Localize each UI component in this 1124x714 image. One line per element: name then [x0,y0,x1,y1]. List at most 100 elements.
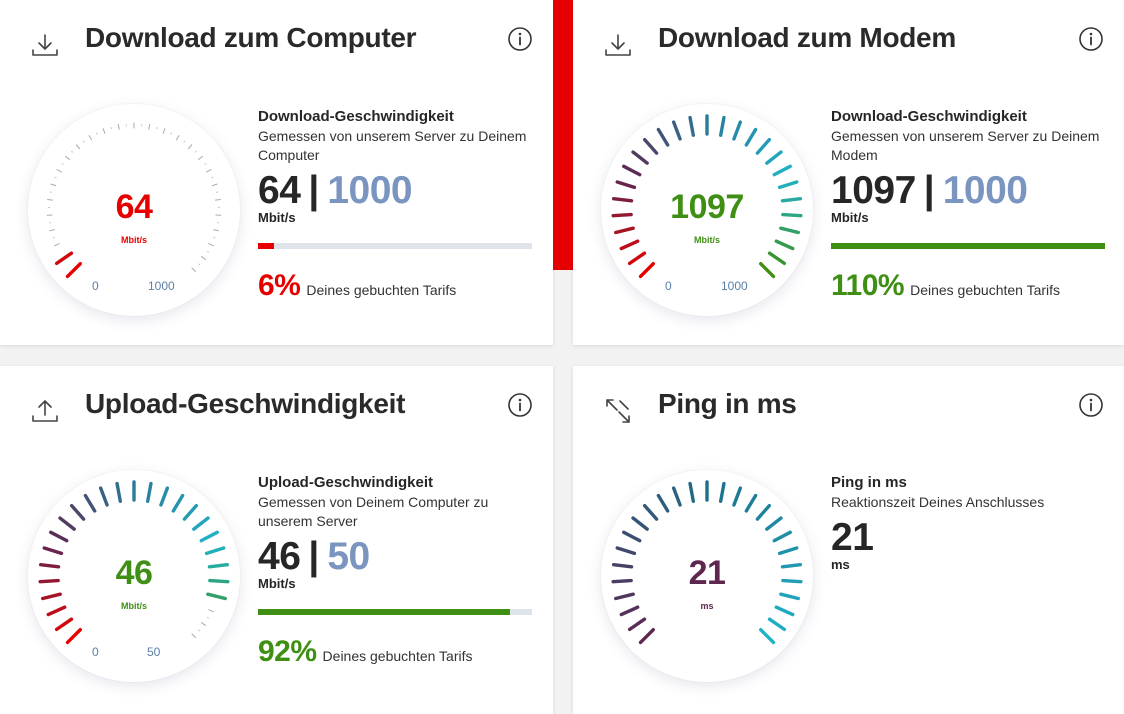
card-title: Upload-Geschwindigkeit [85,388,406,419]
gauge-tick [49,229,55,232]
gauge-tick-active [69,503,86,521]
gauge-tick [148,123,151,130]
download-modem-card: Download zum Modem 1097 Mbit/s 0 1000 Do… [573,0,1124,345]
gauge-tick [88,135,93,141]
gauge-tick-active [615,546,637,556]
info-title: Ping in ms [831,474,907,491]
gauge-tick-active [83,493,97,513]
gauge-tick-active [615,180,637,190]
gauge-tick-active [38,578,60,584]
info-icon[interactable] [507,26,533,52]
gauge-tick [54,243,60,247]
gauge-tick [198,155,203,160]
gauge-min-label: 0 [665,279,672,293]
ping-gauge: 21 ms [601,470,813,682]
tariff-percentage-row: 92% Deines gebuchten Tarifs [258,635,538,669]
info-title: Download-Geschwindigkeit [258,108,454,125]
gauge-tick-active [767,251,787,266]
tariff-percentage-label: Deines gebuchten Tarifs [306,282,457,298]
gauge-tick-active [619,605,640,617]
gauge-minor-tick [110,127,112,130]
gauge-tick-active [777,180,799,190]
gauge-tick-active [611,562,634,569]
gauge-tick [56,169,62,173]
gauge-tick-active [781,578,803,584]
gauge-tick-active [765,516,783,531]
gauge-tick-active [767,617,787,632]
gauge-tick-active [755,503,772,521]
gauge-ticks [611,114,803,279]
gauge-tick-active [115,481,123,503]
gauge-max-label: 50 [147,645,161,659]
tariff-progress-bar [258,243,532,249]
gauge-tick [65,155,70,160]
info-description: Gemessen von Deinem Computer zu unserem … [258,494,489,529]
download-icon [605,34,631,56]
gauge-tick-active [182,503,199,521]
info-icon[interactable] [507,392,533,418]
info-icon[interactable] [1078,392,1104,418]
gauge-tick [213,229,219,232]
gauge-tick-active [192,516,210,531]
tariff-percentage: 110% [831,269,905,302]
gauge-tick-active [765,150,783,165]
gauge-value: 46 [115,554,153,592]
gauge-minor-tick [170,132,173,135]
gauge-minor-tick [194,150,197,153]
gauge-tick [75,144,81,150]
gauge-tick-active [41,592,62,601]
gauge-value: 64 [115,188,153,226]
info-title: Download-Geschwindigkeit [831,108,1027,125]
speed-gauge: 64 Mbit/s 0 1000 [28,104,240,316]
gauge-tick [191,633,197,639]
gauge-minor-tick [82,140,85,143]
gauge-tick-active [656,127,670,147]
gauge-tick-active [656,493,670,513]
tariff-percentage-row: 110% Deines gebuchten Tarifs [831,269,1111,303]
gauge-minor-tick [71,150,74,153]
gauge-tick-active [614,226,635,235]
gauge-ticks [611,480,803,645]
gauge-tick [200,256,207,260]
gauge-tick [200,622,207,626]
gauge-tick-active [622,164,642,177]
measured-speed: 46 [258,535,301,578]
speed-details: Download-Geschwindigkeit Gemessen von un… [831,108,1111,303]
speed-unit: Mbit/s [258,210,296,225]
gauge-tick-active [744,127,758,147]
gauge-ticks [46,122,222,279]
gauge-tick-active [780,562,803,569]
booked-speed: 1000 [327,169,413,212]
ping-arrows-icon [606,399,630,423]
gauge-tick-active [774,605,795,617]
card-title: Download zum Modem [658,22,956,53]
tariff-progress-bar [258,609,532,615]
gauge-tick [102,128,106,134]
gauge-tick-active [631,150,649,165]
gauge-tick-active [611,212,633,218]
gauge-tick-active [65,262,82,279]
gauge-tick-active [145,481,153,503]
gauge-tick-active [619,239,640,251]
gauge-tick-active [774,239,795,251]
gauge-tick [214,199,221,201]
speed-unit: Mbit/s [258,576,296,591]
gauge-tick [162,128,166,134]
gauge-tick-active [614,592,635,601]
gauge-minor-tick [61,162,64,165]
info-icon[interactable] [1078,26,1104,52]
tariff-percentage-label: Deines gebuchten Tarifs [910,282,1061,298]
info-title: Upload-Geschwindigkeit [258,474,434,491]
gauge-tick-active [780,196,803,203]
gauge-minor-tick [213,236,216,239]
card-title: Ping in ms [658,388,797,419]
separator: | [308,535,320,578]
gauge-tick [208,609,214,613]
gauge-tick [211,183,218,187]
gauge-tick-active [58,516,76,531]
speed-comparison: 1097 | 1000 [831,169,1111,213]
gauge-tick-active [718,481,726,503]
tariff-progress-fill [258,609,511,615]
gauge-minor-tick [183,140,186,143]
tariff-percentage-label: Deines gebuchten Tarifs [322,648,473,664]
